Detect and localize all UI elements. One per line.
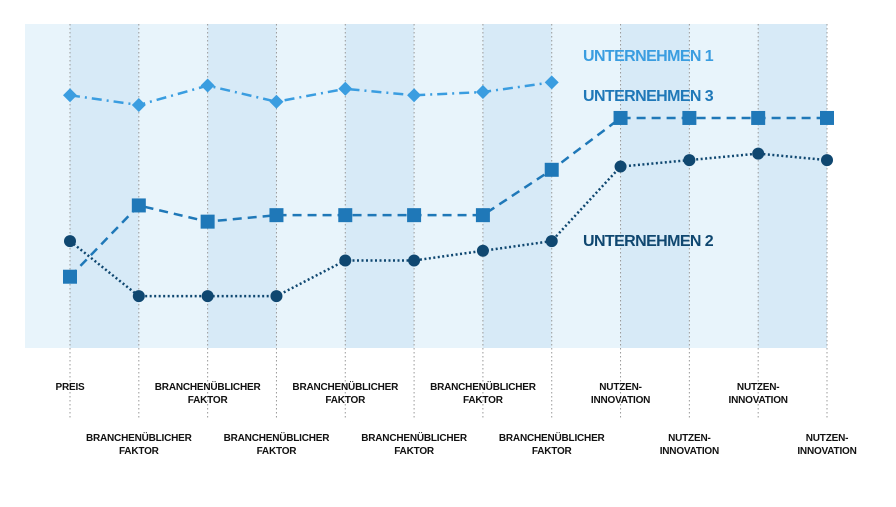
x-tick-label: NUTZEN- INNOVATION [797, 433, 857, 457]
marker [614, 160, 627, 173]
marker [131, 198, 146, 213]
x-tick-label: BRANCHENÜBLICHER FAKTOR [85, 433, 192, 457]
band [276, 24, 346, 348]
marker [683, 154, 696, 167]
marker [820, 110, 834, 125]
marker [682, 110, 697, 125]
marker [475, 208, 490, 223]
x-tick-label: BRANCHENÜBLICHER FAKTOR [154, 382, 261, 406]
series-line [69, 152, 828, 298]
band [689, 24, 759, 348]
marker [338, 208, 353, 223]
band [138, 24, 208, 348]
marker [339, 254, 352, 267]
marker [200, 214, 215, 229]
x-tick-label: BRANCHENÜBLICHER FAKTOR [430, 382, 536, 406]
marker [132, 290, 145, 303]
marker [269, 208, 284, 223]
band [345, 24, 415, 348]
band [758, 24, 827, 348]
series-line [69, 116, 827, 278]
band [414, 24, 483, 348]
marker [63, 269, 77, 284]
band [482, 24, 552, 348]
legend-label: UNTERNEHMEN 3 [583, 88, 714, 105]
band [207, 24, 277, 348]
marker [270, 290, 283, 303]
marker [201, 290, 214, 303]
band [70, 24, 139, 348]
x-tick-label: BRANCHENÜBLICHER FAKTOR [292, 382, 399, 406]
marker [545, 235, 558, 248]
x-tick-label: PREIS [55, 382, 85, 393]
legend-label: UNTERNEHMEN 2 [583, 233, 714, 250]
marker [544, 162, 559, 177]
marker [407, 88, 422, 103]
marker [475, 85, 490, 100]
marker [63, 88, 77, 103]
band [25, 24, 70, 348]
legend-label: UNTERNEHMEN 1 [583, 48, 714, 65]
x-tick-label: BRANCHENÜBLICHER FAKTOR [223, 433, 330, 457]
marker [200, 78, 215, 93]
marker [821, 154, 833, 167]
x-tick-label: BRANCHENÜBLICHER FAKTOR [361, 433, 467, 457]
marker [613, 110, 628, 125]
marker [752, 147, 765, 160]
x-tick-label: BRANCHENÜBLICHER FAKTOR [498, 433, 605, 457]
marker [408, 254, 421, 267]
marker [338, 81, 353, 96]
marker [407, 208, 422, 223]
marker [64, 235, 76, 248]
marker [131, 98, 146, 112]
x-tick-label: NUTZEN- INNOVATION [659, 433, 719, 457]
x-tick-label: NUTZEN- INNOVATION [728, 382, 788, 406]
marker [544, 75, 559, 90]
marker [269, 94, 284, 109]
x-tick-label: NUTZEN- INNOVATION [590, 382, 651, 406]
series-line [69, 81, 552, 107]
band [551, 24, 621, 348]
marker [751, 110, 766, 125]
marker [476, 244, 489, 257]
band [620, 24, 690, 348]
